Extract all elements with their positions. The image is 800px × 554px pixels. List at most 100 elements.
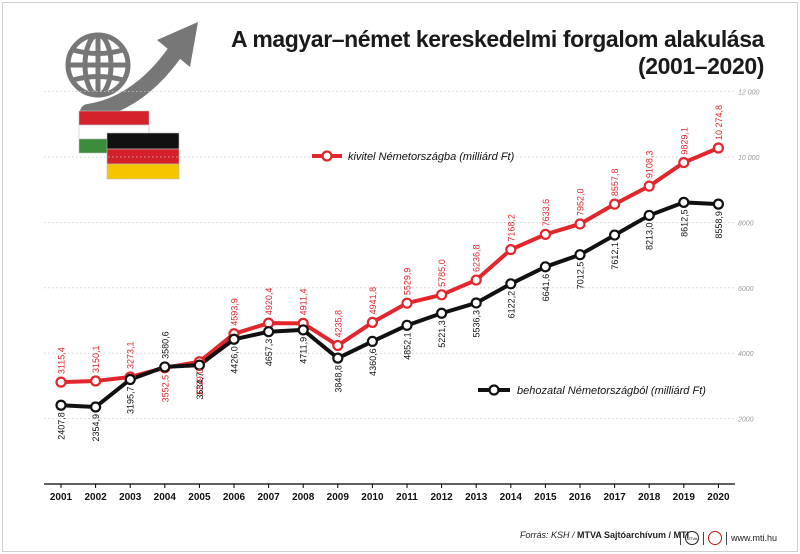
divider	[703, 531, 704, 545]
data-point	[436, 289, 448, 301]
data-label: 10 274,8	[714, 105, 724, 140]
x-tick-label: 2010	[361, 492, 384, 503]
data-label: 3273,1	[126, 341, 136, 369]
legend-item-import: behozatal Németországból (milliárd Ft)	[478, 384, 706, 397]
data-point	[332, 352, 344, 364]
germany-flag-icon	[106, 132, 180, 180]
data-point	[55, 376, 67, 388]
data-point	[124, 373, 136, 386]
data-label: 4711,9	[299, 337, 309, 364]
data-label: 9108,3	[645, 151, 655, 179]
data-point	[505, 243, 517, 256]
data-label: 5785,0	[437, 259, 447, 287]
x-tick-label: 2001	[50, 492, 73, 503]
data-point	[608, 198, 621, 210]
data-point	[297, 324, 309, 336]
data-point	[332, 339, 344, 352]
data-label: 3634,7	[195, 372, 205, 400]
x-tick-label: 2006	[223, 492, 246, 503]
data-label: 2354,9	[91, 414, 101, 442]
data-point	[159, 361, 171, 373]
data-point	[574, 218, 586, 230]
data-label: 7012,5	[576, 262, 586, 290]
icon-group	[65, 22, 198, 180]
x-tick-label: 2009	[327, 492, 350, 503]
divider	[680, 531, 681, 545]
data-point	[643, 180, 655, 192]
data-point	[505, 278, 517, 290]
legend-swatch-marker	[321, 150, 333, 162]
data-point	[470, 297, 482, 309]
data-label: 2407,8	[57, 412, 67, 440]
data-label: 7633,6	[541, 199, 551, 227]
y-tick-label: 10 000	[738, 155, 760, 162]
footer-logos: MTVA www.mti.hu	[680, 530, 777, 546]
x-tick-label: 2017	[603, 492, 626, 503]
footer-link[interactable]: www.mti.hu	[731, 533, 778, 543]
title-line-1: A magyar–német kereskedelmi forgalom ala…	[230, 26, 764, 52]
data-point	[263, 326, 275, 338]
legend-group: kivitel Németországba (milliárd Ft) behoz…	[312, 150, 706, 397]
data-label: 4941,8	[368, 287, 378, 315]
legend-label: behozatal Németországból (milliárd Ft)	[517, 385, 706, 397]
data-label: 5221,3	[437, 320, 447, 348]
data-label: 3195,7	[126, 387, 136, 415]
source-note: Forrás: KSH / MTVA Sajtóarchívum / MTI	[520, 530, 689, 540]
data-label: 6122,2	[506, 291, 516, 319]
mti-logo	[708, 531, 722, 545]
data-point	[712, 142, 725, 154]
data-point	[539, 261, 552, 273]
data-point	[193, 359, 205, 371]
x-tick-label: 2019	[673, 492, 696, 503]
data-label: 6236,8	[472, 245, 482, 273]
data-label: 8213,0	[645, 222, 655, 250]
legend-swatch-marker	[488, 384, 500, 396]
source-prefix: Forrás: KSH /	[520, 530, 578, 540]
divider	[726, 531, 727, 545]
x-tick-label: 2003	[119, 492, 142, 503]
data-point	[89, 401, 102, 413]
data-label: 4426,0	[230, 346, 240, 374]
data-label: 8557,8	[610, 169, 620, 197]
x-tick-label: 2007	[257, 492, 280, 503]
chart-title: A magyar–német kereskedelmi forgalom ala…	[231, 26, 764, 80]
data-label: 4593,9	[230, 298, 240, 326]
data-label: 3115,4	[57, 347, 67, 374]
x-tick-label: 2015	[534, 492, 557, 503]
data-point	[401, 319, 413, 331]
x-tick-label: 2013	[465, 492, 488, 503]
data-point	[436, 307, 448, 319]
data-point	[678, 196, 690, 208]
data-label: 5536,3	[472, 310, 482, 338]
data-label: 3552,5	[160, 375, 170, 403]
data-point	[574, 249, 586, 261]
data-label: 7952,0	[576, 188, 586, 216]
data-point	[539, 228, 552, 240]
data-label: 4911,4	[299, 289, 309, 316]
data-label: 5529,9	[403, 268, 413, 296]
data-point	[366, 335, 378, 348]
data-point	[712, 198, 725, 210]
y-tick-label: 12 000	[738, 90, 760, 97]
data-point	[228, 333, 240, 345]
legend-label: kivitel Németországba (milliárd Ft)	[348, 151, 515, 163]
y-tick-label: 8000	[738, 220, 754, 227]
x-tick-label: 2014	[500, 492, 523, 503]
data-label: 4657,3	[264, 339, 274, 367]
data-label: 8558,9	[714, 211, 724, 239]
source-publisher: MTVA Sajtóarchívum / MTI	[577, 530, 690, 540]
data-point	[366, 316, 378, 329]
x-tick-label: 2020	[707, 492, 730, 503]
data-label: 9829,1	[679, 127, 689, 155]
series-lines-group	[55, 142, 725, 413]
data-label: 4235,8	[333, 310, 343, 338]
data-label: 3580,6	[160, 331, 170, 359]
data-point	[55, 399, 67, 411]
y-tick-label: 4000	[738, 351, 754, 358]
data-label: 4852,1	[403, 332, 413, 360]
data-label: 3848,8	[333, 365, 343, 393]
import-line	[60, 200, 719, 409]
legend-item-export: kivitel Németországba (milliárd Ft)	[312, 150, 515, 163]
